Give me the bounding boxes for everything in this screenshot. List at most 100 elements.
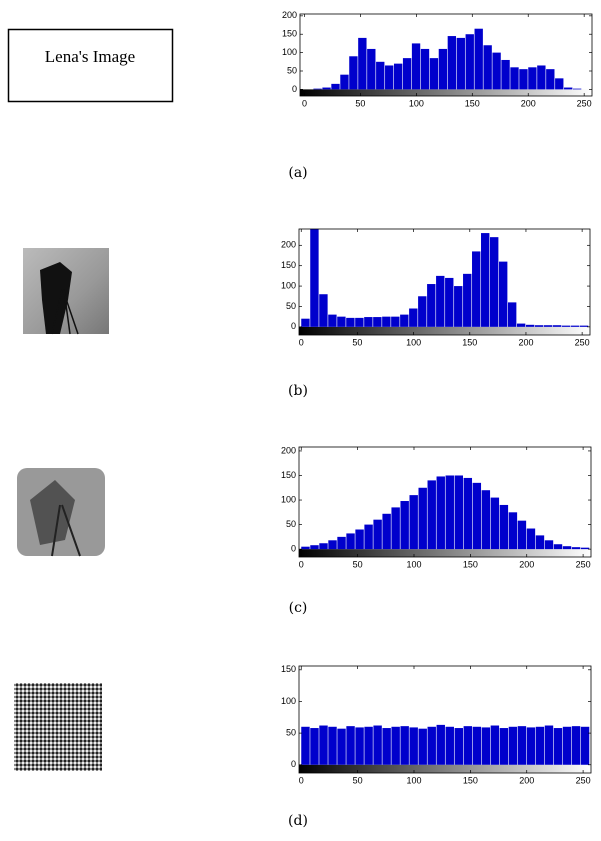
x-tick-label: 50 xyxy=(353,775,363,785)
image-label: Lena's Image xyxy=(45,47,135,66)
bar xyxy=(400,726,409,765)
bar xyxy=(463,726,473,765)
bar xyxy=(454,475,464,550)
x-tick-label: 200 xyxy=(518,337,533,347)
bar xyxy=(562,546,572,550)
bar xyxy=(301,726,310,765)
x-tick-label: 0 xyxy=(302,98,307,108)
bar xyxy=(391,726,400,765)
bar xyxy=(537,65,546,90)
gray-strip xyxy=(300,89,592,96)
bar xyxy=(337,316,346,327)
bar xyxy=(535,726,545,765)
caption: (b) xyxy=(288,383,308,399)
x-tick-label: 100 xyxy=(406,775,421,785)
bar xyxy=(525,324,535,327)
cameraman-image xyxy=(23,248,109,335)
y-tick-label: 0 xyxy=(291,321,296,331)
bar xyxy=(402,58,412,90)
bar xyxy=(411,43,421,90)
bar xyxy=(544,725,554,765)
bar xyxy=(429,58,439,90)
y-tick-label: 100 xyxy=(281,696,296,706)
bar xyxy=(400,501,409,550)
bar xyxy=(445,726,454,765)
bar xyxy=(346,533,355,550)
bar xyxy=(552,325,562,327)
bar xyxy=(570,325,580,327)
encrypted-image xyxy=(14,683,102,771)
bar xyxy=(456,37,465,90)
plot-area xyxy=(299,229,590,335)
y-tick-label: 50 xyxy=(286,301,296,311)
bar xyxy=(508,726,518,765)
x-tick-label: 200 xyxy=(519,559,534,569)
x-tick-label: 0 xyxy=(299,337,304,347)
y-tick-label: 100 xyxy=(281,494,296,504)
y-tick-label: 200 xyxy=(281,445,296,455)
bar xyxy=(367,48,376,90)
y-tick-label: 150 xyxy=(281,664,296,674)
image-box xyxy=(7,28,174,103)
bar xyxy=(337,728,346,765)
bar xyxy=(373,725,382,765)
y-tick-label: 100 xyxy=(281,280,296,290)
bar xyxy=(580,726,590,765)
bar xyxy=(517,726,527,765)
bar xyxy=(346,317,355,327)
bar xyxy=(355,529,364,550)
y-tick-label: 200 xyxy=(282,10,297,20)
bar xyxy=(355,317,364,327)
caption: (c) xyxy=(289,600,308,616)
bar xyxy=(436,476,445,550)
x-tick-label: 250 xyxy=(576,559,591,569)
bar xyxy=(322,87,331,90)
bar xyxy=(499,504,509,550)
x-tick-label: 100 xyxy=(406,559,421,569)
bar xyxy=(472,251,481,327)
bar xyxy=(301,546,310,550)
bar xyxy=(418,487,427,550)
bar xyxy=(474,28,483,90)
bar xyxy=(313,88,322,90)
bar xyxy=(490,725,500,765)
bar xyxy=(571,547,581,550)
y-tick-label: 150 xyxy=(282,29,297,39)
bar xyxy=(481,233,490,327)
bar xyxy=(580,547,590,550)
plot-area xyxy=(299,724,591,773)
bar xyxy=(526,727,536,765)
axes-box xyxy=(298,665,592,774)
bar xyxy=(447,36,457,90)
histogram: 0 50 100 150 0 50 100 150 200 250 (d) xyxy=(281,664,592,829)
bar xyxy=(427,284,436,327)
bar xyxy=(510,67,519,90)
bar xyxy=(438,48,448,90)
bar xyxy=(346,726,355,765)
bar xyxy=(517,520,527,550)
bar xyxy=(516,323,526,327)
bar xyxy=(481,727,491,765)
bar xyxy=(391,316,400,327)
bar xyxy=(319,294,328,327)
bar xyxy=(519,69,528,90)
gray-strip xyxy=(299,764,591,773)
x-tick-label: 0 xyxy=(299,559,304,569)
bar xyxy=(373,317,382,327)
x-tick-label: 250 xyxy=(576,775,591,785)
bar xyxy=(544,540,554,550)
bar xyxy=(543,325,553,327)
bar xyxy=(400,314,409,327)
bar xyxy=(337,536,346,550)
gray-strip xyxy=(299,549,591,557)
bar xyxy=(349,56,358,90)
bar xyxy=(579,325,589,327)
bar xyxy=(364,726,373,765)
bar xyxy=(382,316,391,327)
bar xyxy=(301,318,310,327)
bar xyxy=(340,74,349,90)
y-tick-label: 0 xyxy=(292,84,297,94)
bar xyxy=(498,261,508,327)
y-tick-label: 100 xyxy=(282,47,297,57)
